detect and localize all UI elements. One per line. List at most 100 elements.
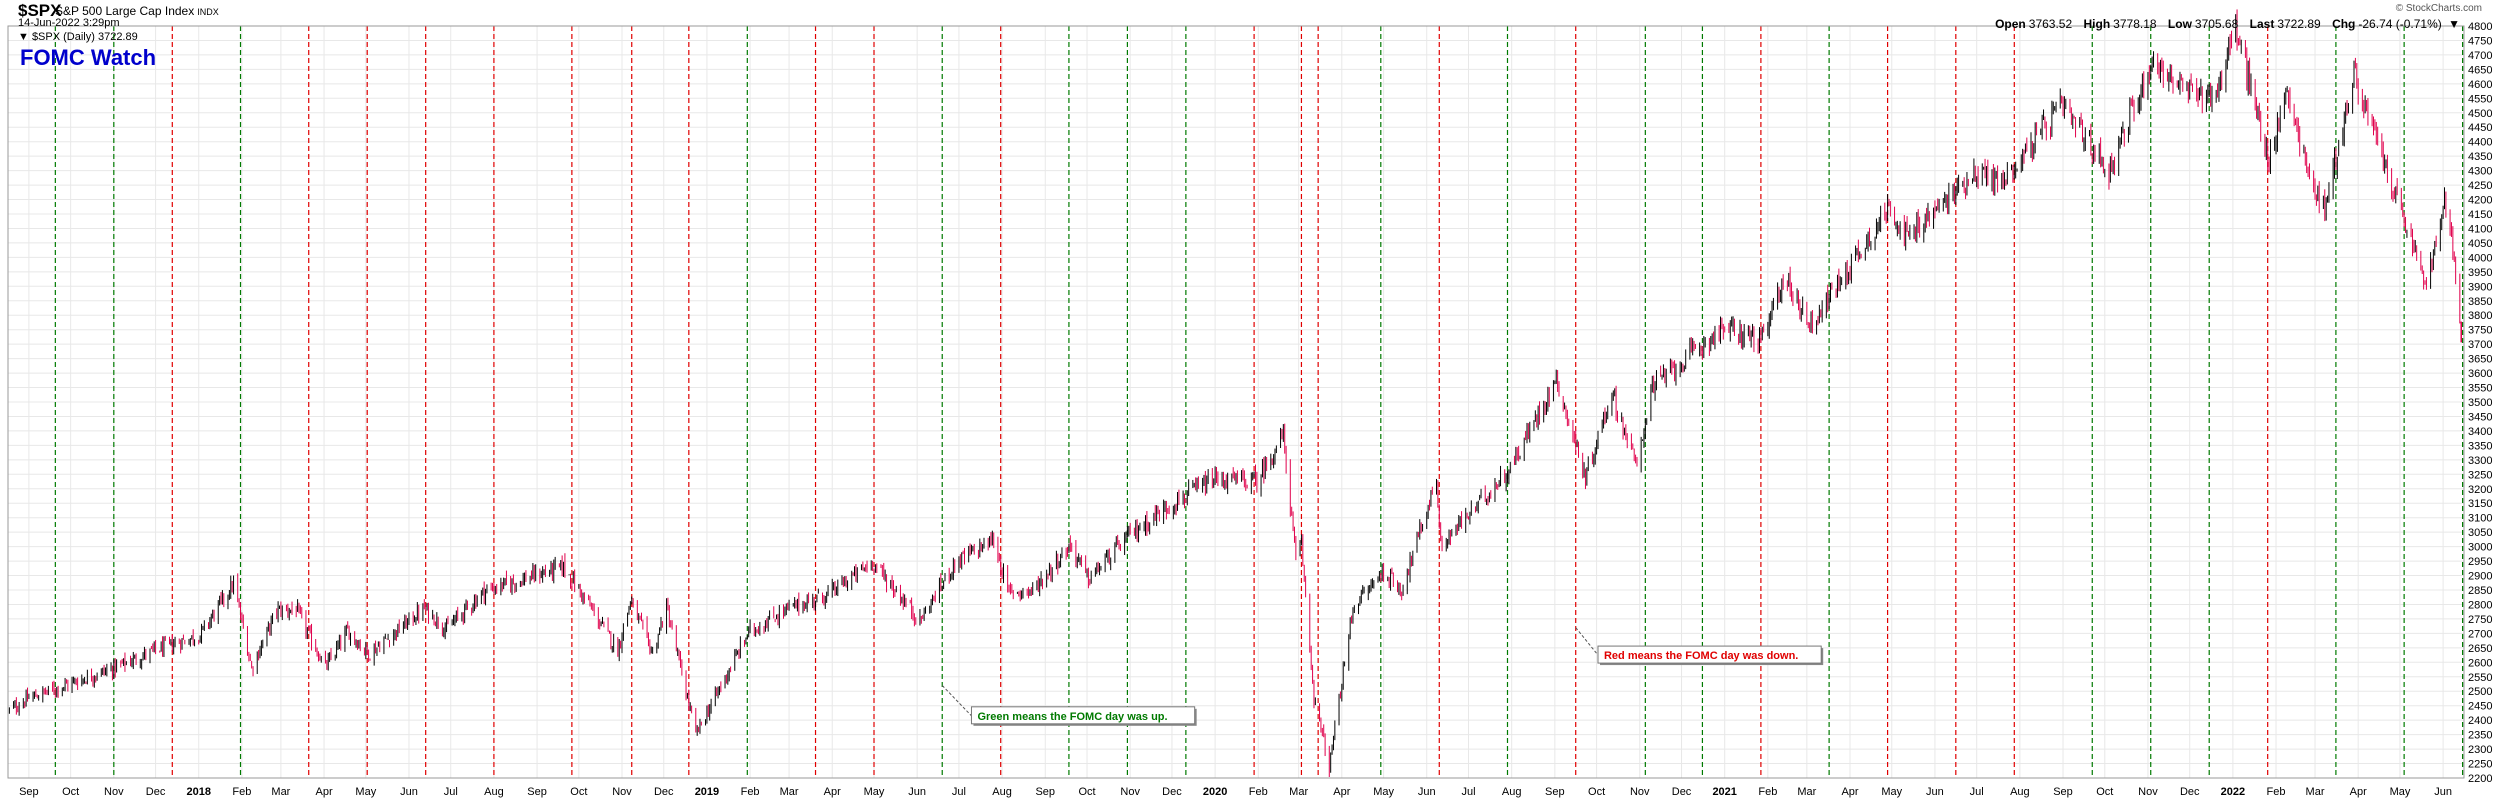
y-tick-label: 4400 [2468, 137, 2492, 149]
x-tick-label: Mar [1289, 786, 1308, 798]
y-tick-label: 4150 [2468, 209, 2492, 221]
x-tick-label: 2022 [2221, 786, 2245, 798]
x-tick-label: Dec [1162, 786, 1182, 798]
y-tick-label: 3600 [2468, 368, 2492, 380]
y-tick-label: 4450 [2468, 122, 2492, 134]
last-label: Last [2249, 17, 2275, 31]
chart-title: FOMC Watch [20, 45, 156, 70]
x-tick-label: Sep [1545, 786, 1565, 798]
y-tick-label: 4100 [2468, 223, 2492, 235]
x-tick-label: Feb [1249, 786, 1268, 798]
y-tick-label: 2450 [2468, 701, 2492, 713]
high-label: High [2083, 17, 2111, 31]
low-label: Low [2167, 17, 2192, 31]
y-tick-label: 3800 [2468, 310, 2492, 322]
x-tick-label: Oct [1588, 786, 1605, 798]
y-tick-label: 2850 [2468, 585, 2492, 597]
x-tick-label: 2021 [1712, 786, 1736, 798]
y-tick-label: 2250 [2468, 759, 2492, 771]
x-tick-label: Apr [1333, 786, 1350, 798]
x-tick-label: Jun [1418, 786, 1436, 798]
last-value: 3722.89 [2277, 17, 2321, 31]
x-tick-label: Dec [654, 786, 674, 798]
y-tick-label: 2550 [2468, 672, 2492, 684]
series-legend: ▼ $SPX (Daily) 3722.89 [18, 31, 138, 43]
y-tick-label: 2700 [2468, 628, 2492, 640]
y-tick-label: 2900 [2468, 571, 2492, 583]
x-tick-label: Aug [1502, 786, 1522, 798]
annotations: Green means the FOMC day was up. Red mean… [941, 627, 1824, 726]
open-value: 3763.52 [2028, 17, 2073, 31]
x-tick-label: Nov [2138, 786, 2158, 798]
x-tick-label: Nov [104, 786, 124, 798]
y-tick-label: 4800 [2468, 21, 2492, 33]
y-tick-label: 3950 [2468, 267, 2492, 279]
x-tick-label: Nov [612, 786, 632, 798]
y-tick-label: 3050 [2468, 527, 2492, 539]
x-tick-label: May [1373, 786, 1394, 798]
x-tick-label: Apr [315, 786, 332, 798]
x-tick-label: Mar [780, 786, 799, 798]
y-tick-label: 3150 [2468, 498, 2492, 510]
x-tick-label: Oct [570, 786, 587, 798]
x-tick-label: Feb [741, 786, 760, 798]
x-tick-label: Dec [1672, 786, 1692, 798]
chg-label: Chg [2332, 17, 2356, 31]
y-tick-label: 2950 [2468, 556, 2492, 568]
x-tick-label: 2018 [187, 786, 211, 798]
x-tick-label: May [2390, 786, 2411, 798]
x-tick-label: Dec [146, 786, 166, 798]
gridlines [8, 25, 2464, 779]
x-tick-label: May [355, 786, 376, 798]
exchange-label: INDX [197, 7, 219, 17]
y-tick-label: 2300 [2468, 744, 2492, 756]
ticker-symbol: $SPX [18, 1, 62, 20]
x-tick-label: Nov [1120, 786, 1140, 798]
x-tick-label: Nov [1630, 786, 1650, 798]
quote-bar: Open 3763.52 High 3778.18 Low 3705.68 Last 3… [1987, 17, 2460, 31]
y-tick-label: 2650 [2468, 643, 2492, 655]
y-tick-label: 4350 [2468, 151, 2492, 163]
y-tick-label: 3900 [2468, 281, 2492, 293]
y-tick-label: 4700 [2468, 50, 2492, 62]
y-tick-label: 4050 [2468, 238, 2492, 250]
y-tick-label: 3450 [2468, 411, 2492, 423]
open-label: Open [1995, 17, 2026, 31]
y-tick-label: 3350 [2468, 440, 2492, 452]
x-tick-label: Oct [2096, 786, 2113, 798]
x-tick-label: Jul [1461, 786, 1475, 798]
y-tick-label: 3200 [2468, 484, 2492, 496]
y-tick-label: 4500 [2468, 108, 2492, 120]
annotation-box [1597, 645, 1822, 664]
y-tick-label: 2500 [2468, 686, 2492, 698]
y-tick-label: 4250 [2468, 180, 2492, 192]
y-tick-label: 2200 [2468, 773, 2492, 785]
x-tick-label: May [864, 786, 885, 798]
y-tick-label: 3550 [2468, 383, 2492, 395]
x-tick-label: Feb [232, 786, 251, 798]
y-tick-label: 2800 [2468, 599, 2492, 611]
x-tick-label: Jun [400, 786, 418, 798]
y-axis: 2200 2250 2300 2350 2400 2450 2500 2550 2600 2650… [2468, 21, 2492, 785]
y-tick-label: 4000 [2468, 252, 2492, 264]
x-tick-label: Aug [992, 786, 1012, 798]
high-value: 3778.18 [2113, 17, 2157, 31]
x-tick-label: Mar [271, 786, 290, 798]
y-tick-label: 3000 [2468, 542, 2492, 554]
x-tick-label: Mar [1797, 786, 1816, 798]
y-tick-label: 2750 [2468, 614, 2492, 626]
y-tick-label: 3400 [2468, 426, 2492, 438]
annotation-text: Red means the FOMC day was down. [1604, 650, 1798, 662]
y-tick-label: 4200 [2468, 195, 2492, 207]
x-tick-label: Sep [527, 786, 547, 798]
x-tick-label: Feb [1758, 786, 1777, 798]
x-tick-label: Mar [2306, 786, 2325, 798]
y-tick-label: 3700 [2468, 339, 2492, 351]
y-tick-label: 2600 [2468, 657, 2492, 669]
x-tick-label: Apr [1841, 786, 1858, 798]
chg-down-icon: ▼ [2448, 17, 2460, 31]
x-tick-label: Aug [484, 786, 504, 798]
x-tick-label: Dec [2180, 786, 2200, 798]
x-tick-label: 2019 [695, 786, 719, 798]
y-tick-label: 4750 [2468, 35, 2492, 47]
